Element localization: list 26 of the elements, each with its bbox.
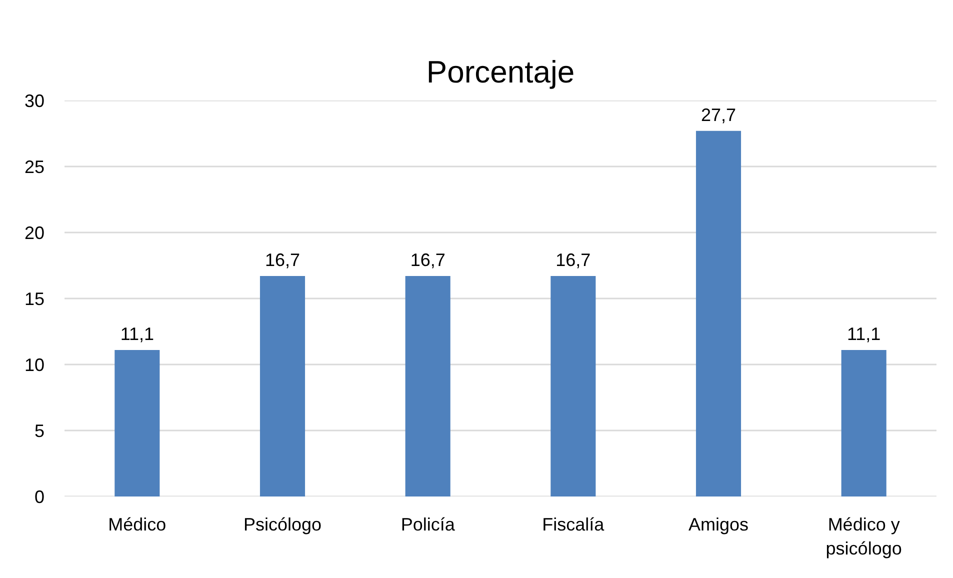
x-tick-label: Médico xyxy=(108,514,166,534)
y-tick-label: 5 xyxy=(34,421,45,441)
y-tick-label: 10 xyxy=(24,355,45,375)
data-label: 27,7 xyxy=(700,104,736,125)
bar xyxy=(696,130,742,496)
x-tick-label: Fiscalía xyxy=(542,514,606,534)
data-label: 11,1 xyxy=(120,324,154,344)
data-label: 16,7 xyxy=(264,250,300,270)
y-tick-label: 30 xyxy=(24,91,45,111)
x-tick-label: Psicólogo xyxy=(243,514,322,534)
x-tick-label: Amigos xyxy=(688,514,749,534)
data-label: 16,7 xyxy=(410,250,446,270)
data-label: 16,7 xyxy=(556,250,591,270)
bar xyxy=(841,350,886,496)
data-label: 11,1 xyxy=(846,324,881,344)
y-tick-label: 25 xyxy=(24,157,45,177)
y-tick-label: 0 xyxy=(34,487,45,507)
bar xyxy=(405,276,450,496)
chart-title: Porcentaje xyxy=(426,54,575,90)
bar xyxy=(114,350,160,496)
bar xyxy=(260,276,306,496)
x-tick-label: Policía xyxy=(400,514,456,534)
bar xyxy=(550,276,596,496)
x-tick-label: Médico y psicólogo xyxy=(826,514,902,558)
y-tick-label: 15 xyxy=(24,289,45,309)
y-tick-label: 20 xyxy=(24,223,45,243)
